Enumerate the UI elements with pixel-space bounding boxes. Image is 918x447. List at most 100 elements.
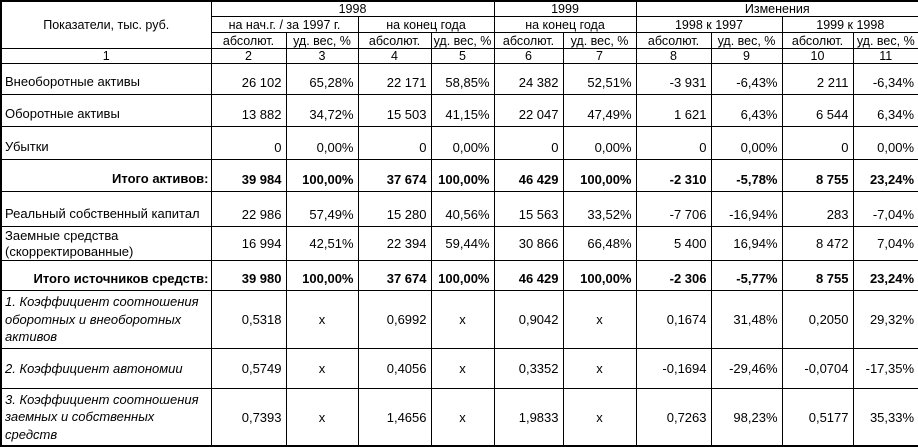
data-cell: x (562, 387, 637, 447)
data-cell: 0,7393 (210, 387, 287, 447)
data-cell: 16,94% (710, 225, 783, 262)
data-cell: 0,5177 (781, 387, 854, 447)
group-header-1998: 1998 (210, 0, 495, 17)
row-label: Внеоборотные активы (0, 63, 212, 95)
data-cell: 6,43% (710, 94, 783, 127)
data-cell: 41,15% (430, 94, 495, 127)
data-cell: 100,00% (285, 159, 359, 192)
measure-absolute: абсолют. (493, 32, 564, 49)
table-row: Оборотные активы 13 882 34,72% 15 503 41… (0, 94, 918, 127)
data-cell: 16 994 (210, 225, 287, 262)
data-cell: -5,77% (710, 260, 783, 292)
column-number: 8 (635, 48, 712, 64)
data-cell: 100,00% (285, 260, 359, 292)
row-label: Итого активов: (0, 159, 212, 192)
data-cell: 40,56% (430, 191, 495, 227)
data-cell: -0,1694 (635, 347, 712, 389)
data-cell: 100,00% (562, 159, 637, 192)
data-cell: 0,1674 (635, 290, 712, 349)
measure-absolute: абсолют. (635, 32, 712, 49)
row-label: 2. Коэффициент автономии (0, 347, 212, 389)
data-cell: 46 429 (493, 260, 564, 292)
data-cell: 0,7263 (635, 387, 712, 447)
data-cell: 0,00% (285, 126, 359, 160)
data-cell: 0,4056 (357, 347, 432, 389)
data-cell: -3 931 (635, 63, 712, 95)
data-cell: 15 563 (493, 191, 564, 227)
data-cell: -7,04% (852, 191, 918, 227)
data-cell: -6,43% (710, 63, 783, 95)
row-label: 1. Коэффициент соотношения оборотных и в… (0, 290, 212, 349)
column-number: 10 (781, 48, 854, 64)
data-cell: 37 674 (357, 159, 432, 192)
table-row: Внеоборотные активы 26 102 65,28% 22 171… (0, 63, 918, 95)
data-cell: x (430, 347, 495, 389)
data-cell: 100,00% (430, 159, 495, 192)
row-label: 3. Коэффициент соотношения заемных и соб… (0, 387, 212, 447)
data-cell: 6,34% (852, 94, 918, 127)
data-cell: -5,78% (710, 159, 783, 192)
row-label: Заемные средства (скорректированные) (0, 225, 212, 262)
data-cell: 39 980 (210, 260, 287, 292)
table-row-coefficient: 3. Коэффициент соотношения заемных и соб… (0, 387, 918, 447)
data-cell: 22 047 (493, 94, 564, 127)
data-cell: 7,04% (852, 225, 918, 262)
data-cell: 1,4656 (357, 387, 432, 447)
data-cell: 29,32% (852, 290, 918, 349)
data-cell: x (430, 387, 495, 447)
data-cell: 0,3352 (493, 347, 564, 389)
table-row-coefficient: 2. Коэффициент автономии 0,5749 x 0,4056… (0, 347, 918, 389)
data-cell: 34,72% (285, 94, 359, 127)
table-row: Заемные средства (скорректированные) 16 … (0, 225, 918, 262)
column-number: 9 (710, 48, 783, 64)
column-number: 2 (210, 48, 287, 64)
data-cell: -7 706 (635, 191, 712, 227)
data-cell: -17,35% (852, 347, 918, 389)
data-cell: x (285, 347, 359, 389)
data-cell: 15 280 (357, 191, 432, 227)
data-cell: 58,85% (430, 63, 495, 95)
row-label: Оборотные активы (0, 94, 212, 127)
data-cell: 0,5318 (210, 290, 287, 349)
data-cell: 24 382 (493, 63, 564, 95)
table-row: Убытки 0 0,00% 0 0,00% 0 0,00% 0 0,00% 0… (0, 126, 918, 160)
data-cell: 0,9042 (493, 290, 564, 349)
table-row-total-sources: Итого источников средств: 39 980 100,00%… (0, 260, 918, 292)
data-cell: 65,28% (285, 63, 359, 95)
table-row-total-assets: Итого активов: 39 984 100,00% 37 674 100… (0, 159, 918, 192)
header-row-column-numbers: 1 2 3 4 5 6 7 8 9 10 11 (0, 48, 918, 64)
column-number: 5 (430, 48, 495, 64)
subheader-1998-vs-1997: 1998 к 1997 (635, 16, 783, 33)
data-cell: 35,33% (852, 387, 918, 447)
group-header-changes: Изменения (635, 0, 918, 17)
data-cell: 42,51% (285, 225, 359, 262)
subheader-1999-vs-1998: 1999 к 1998 (781, 16, 918, 33)
data-cell: 22 394 (357, 225, 432, 262)
measure-absolute: абсолют. (210, 32, 287, 49)
data-cell: x (562, 347, 637, 389)
data-cell: 0,00% (852, 126, 918, 160)
data-cell: 13 882 (210, 94, 287, 127)
data-cell: 0,00% (562, 126, 637, 160)
table-row: Реальный собственный капитал 22 986 57,4… (0, 191, 918, 227)
data-cell: -29,46% (710, 347, 783, 389)
data-cell: 0,00% (430, 126, 495, 160)
subheader-end-1999: на конец года (493, 16, 637, 33)
data-cell: 0,2050 (781, 290, 854, 349)
data-cell: 8 755 (781, 260, 854, 292)
data-cell: 0 (210, 126, 287, 160)
data-cell: 100,00% (562, 260, 637, 292)
data-cell: 46 429 (493, 159, 564, 192)
column-number: 1 (0, 48, 212, 64)
group-header-1999: 1999 (493, 0, 637, 17)
data-cell: 1,9833 (493, 387, 564, 447)
data-cell: 15 503 (357, 94, 432, 127)
data-cell: 23,24% (852, 159, 918, 192)
data-cell: 23,24% (852, 260, 918, 292)
header-row-groups: Показатели, тыс. руб. 1998 1999 Изменени… (0, 0, 918, 49)
data-cell: -2 306 (635, 260, 712, 292)
data-cell: 5 400 (635, 225, 712, 262)
data-cell: 8 755 (781, 159, 854, 192)
measure-share: уд. вес, % (430, 32, 495, 49)
column-number: 3 (285, 48, 359, 64)
